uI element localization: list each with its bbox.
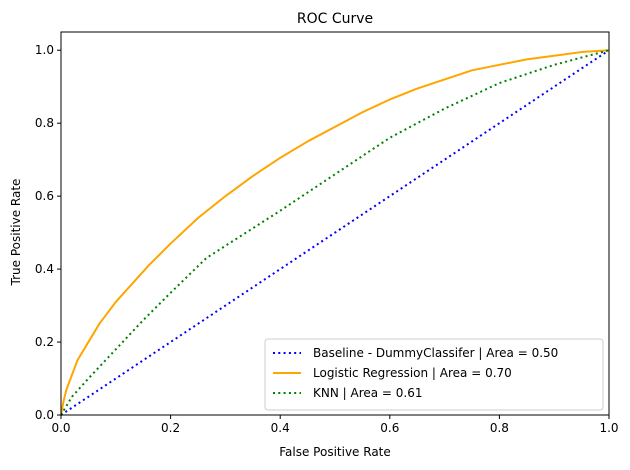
y-tick-label: 0.0 <box>35 408 54 422</box>
y-tick-label: 0.2 <box>35 335 54 349</box>
x-tick-label: 0.8 <box>490 421 509 435</box>
chart-title: ROC Curve <box>297 11 373 27</box>
x-tick-label: 0.2 <box>161 421 180 435</box>
legend-label-2: KNN | Area = 0.61 <box>313 386 423 400</box>
x-tick-label: 0.6 <box>380 421 399 435</box>
legend-label-0: Baseline - DummyClassifer | Area = 0.50 <box>313 346 558 360</box>
x-tick-label: 0.0 <box>51 421 70 435</box>
legend: Baseline - DummyClassifer | Area = 0.50 L… <box>264 338 604 411</box>
series-lines <box>60 49 610 416</box>
plot-area-frame <box>60 31 610 416</box>
y-tick-label: 0.8 <box>35 116 54 130</box>
legend-frame <box>264 338 604 411</box>
x-tick-label: 1.0 <box>599 421 618 435</box>
y-axis-label: True Positive Rate <box>9 179 23 287</box>
y-tick-label: 1.0 <box>35 43 54 57</box>
x-tick-label: 0.4 <box>271 421 290 435</box>
series-line-2 <box>60 49 610 416</box>
series-line-0 <box>60 49 610 416</box>
legend-label-1: Logistic Regression | Area = 0.70 <box>313 366 512 380</box>
axis-ticks: 0.0 0.2 0.4 0.6 0.8 1.0 0.0 0.2 0.4 0.6 0.8 1.0 <box>35 43 619 435</box>
x-axis-label: False Positive Rate <box>279 445 391 459</box>
y-tick-label: 0.6 <box>35 189 54 203</box>
y-tick-label: 0.4 <box>35 262 54 276</box>
series-line-1 <box>60 49 610 416</box>
